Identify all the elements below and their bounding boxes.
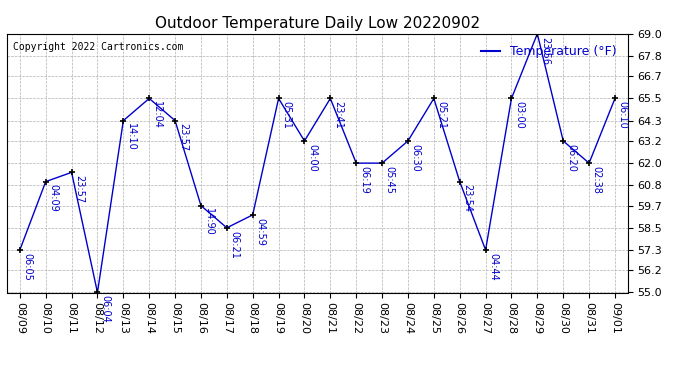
Text: 06:20: 06:20 bbox=[566, 144, 576, 172]
Text: 03:00: 03:00 bbox=[514, 101, 524, 129]
Text: 06:30: 06:30 bbox=[411, 144, 421, 171]
Text: 06:05: 06:05 bbox=[23, 253, 32, 280]
Text: Copyright 2022 Cartronics.com: Copyright 2022 Cartronics.com bbox=[13, 42, 184, 51]
Text: 06:21: 06:21 bbox=[230, 231, 239, 258]
Text: 05:31: 05:31 bbox=[282, 101, 291, 129]
Title: Outdoor Temperature Daily Low 20220902: Outdoor Temperature Daily Low 20220902 bbox=[155, 16, 480, 31]
Text: 02:38: 02:38 bbox=[592, 166, 602, 194]
Text: 23:56: 23:56 bbox=[540, 36, 550, 64]
Text: 14:90: 14:90 bbox=[204, 209, 214, 236]
Text: 06:19: 06:19 bbox=[359, 166, 369, 194]
Text: 23:41: 23:41 bbox=[333, 101, 343, 129]
Text: 05:21: 05:21 bbox=[437, 101, 446, 129]
Text: 04:59: 04:59 bbox=[255, 217, 266, 246]
Text: 14:10: 14:10 bbox=[126, 123, 136, 151]
Text: 04:00: 04:00 bbox=[307, 144, 317, 171]
Text: 05:45: 05:45 bbox=[385, 166, 395, 194]
Text: 23:57: 23:57 bbox=[75, 175, 84, 203]
Text: 04:09: 04:09 bbox=[48, 184, 59, 212]
Text: 04:44: 04:44 bbox=[489, 253, 498, 280]
Legend: Temperature (°F): Temperature (°F) bbox=[476, 40, 622, 63]
Text: 23:54: 23:54 bbox=[462, 184, 473, 212]
Text: 23:57: 23:57 bbox=[178, 123, 188, 152]
Text: 06:10: 06:10 bbox=[618, 101, 628, 129]
Text: 06:04: 06:04 bbox=[100, 295, 110, 323]
Text: 12:04: 12:04 bbox=[152, 101, 162, 129]
